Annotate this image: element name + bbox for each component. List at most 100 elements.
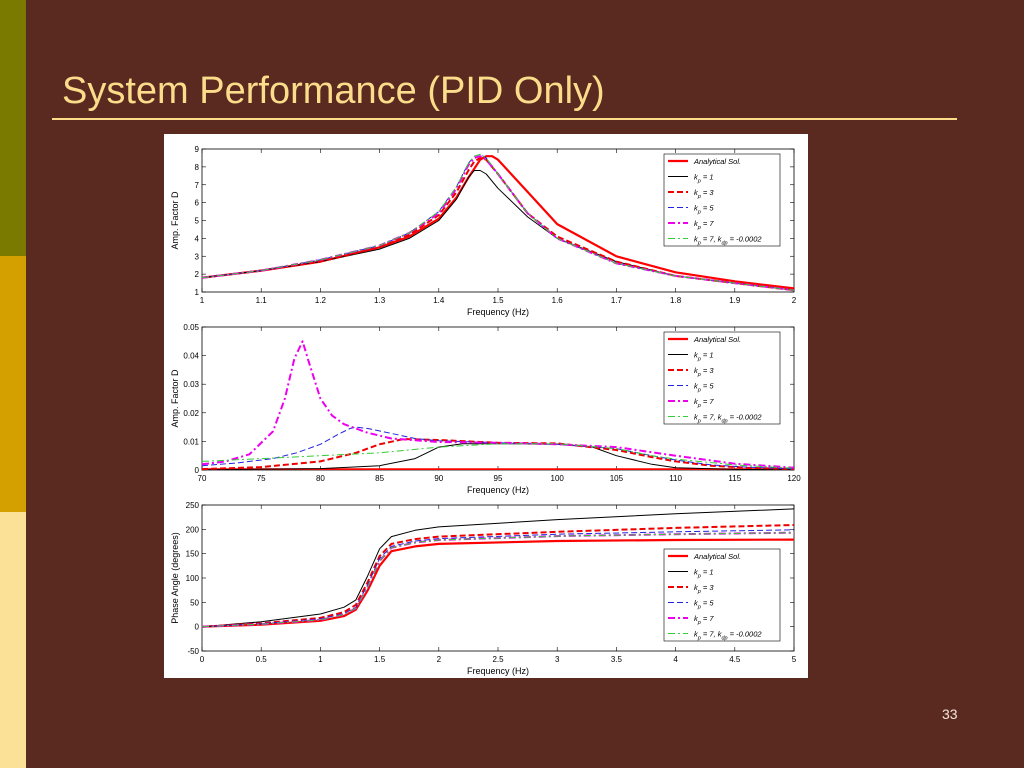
legend-subscript: dp [721,636,727,642]
legend-text: = 7 [701,219,715,228]
legend-text: = 7 [701,397,715,406]
series-group [202,153,794,292]
series-line-6 [202,532,794,628]
y-tick-label: 5 [195,217,200,226]
legend-text: = 5 [701,204,715,213]
side-bar-bottom [0,512,26,768]
legend-subscript: p [697,589,701,595]
x-tick-label: 4.5 [729,655,741,664]
x-tick-label: 2 [437,655,442,664]
legend-text: = 3 [701,583,715,592]
series-group [202,508,794,628]
legend: Analytical Sol.kp = 1kp = 3kp = 5kp = 7k… [663,548,781,642]
legend-text: = -0.0002 [728,413,763,422]
y-tick-label: 3 [195,252,200,261]
x-tick-label: 1.6 [552,296,564,305]
legend-entry: kp = 3 [694,188,714,200]
legend-text: k [694,235,699,244]
legend: Analytical Sol.kp = 1kp = 3kp = 5kp = 7k… [663,331,781,425]
legend-text: k [694,173,699,182]
x-tick-label: 1.8 [670,296,682,305]
x-tick-label: 2.5 [492,655,504,664]
y-tick-label: 50 [190,598,199,607]
legend-text: = 7 [701,614,715,623]
x-axis-label: Frequency (Hz) [467,666,529,676]
x-tick-label: 75 [257,474,266,483]
y-tick-label: 0.05 [183,323,199,332]
legend-text: k [694,599,699,608]
legend-subscript: p [697,605,701,611]
y-tick-label: 0 [195,623,200,632]
x-tick-label: 1.4 [433,296,445,305]
charts-svg: 1 1.1 1.2 1.3 1.4 1.5 1.6 1.7 1.8 1.9 2 1 2 3 4 5 6 7 8 9 Fr… [170,145,801,676]
legend-text: = 1 [701,173,714,182]
y-tick-label: 0.04 [183,352,199,361]
series-group [202,340,794,470]
x-tick-label: 1 [200,296,205,305]
legend-entry: kp = 7 [694,614,714,626]
legend-entry: Analytical Sol. [693,552,741,561]
x-tick-label: 4 [673,655,678,664]
legend-entry: kp = 1 [694,568,714,580]
y-tick-label: 1 [195,288,200,297]
y-axis-label: Amp. Factor D [170,369,180,428]
x-tick-label: 0.5 [256,655,268,664]
legend-text: = 3 [701,366,715,375]
y-axis-label: Amp. Factor D [170,191,180,250]
y-tick-label: 200 [186,525,200,534]
legend-text: k [694,568,699,577]
x-tick-label: 1.2 [315,296,327,305]
series-line-2 [202,508,794,628]
chart-3: 0 0.5 1 1.5 2 2.5 3 3.5 4 4.5 5-50050100150200250F… [170,501,797,676]
x-tick-label: 3 [555,655,560,664]
y-tick-label: 0.01 [183,437,199,446]
x-axis-label: Frequency (Hz) [467,307,529,317]
legend-subscript: p [697,210,701,216]
legend-text: = -0.0002 [728,235,763,244]
legend-entry: kp = 7 [694,397,714,409]
legend-text: Analytical Sol. [693,552,741,561]
y-tick-label: 2 [195,270,200,279]
legend-subscript: p [697,194,701,200]
series-line-3 [202,156,794,292]
x-tick-label: 1.1 [256,296,268,305]
legend-subscript: dp [721,241,727,247]
series-line-1 [202,155,794,290]
legend-entry: kp = 5 [694,382,714,394]
series-line-6 [202,153,794,291]
legend-entry: Analytical Sol. [693,335,741,344]
legend-text: = -0.0002 [728,630,763,639]
legend-subscript: p [697,636,701,642]
side-bar-middle [0,256,26,512]
legend-text: k [694,219,699,228]
y-tick-label: -50 [187,647,199,656]
legend-entry: Analytical Sol. [693,157,741,166]
legend-text: k [694,630,699,639]
legend-text: = 7, k [701,235,723,244]
series-line-6 [202,443,794,469]
legend-entry: kp = 3 [694,583,714,595]
series-line-1 [202,538,794,628]
y-tick-label: 100 [186,574,200,583]
legend-subscript: p [697,620,701,626]
legend-subscript: p [697,179,701,185]
legend-text: k [694,366,699,375]
x-tick-label: 1.9 [729,296,741,305]
legend-text: k [694,397,699,406]
x-tick-label: 115 [728,474,741,483]
series-line-5 [202,340,794,469]
x-tick-label: 85 [375,474,384,483]
x-tick-label: 5 [792,655,797,664]
x-tick-label: 1.5 [492,296,504,305]
x-tick-label: 2 [792,296,797,305]
legend-subscript: p [697,419,701,425]
legend-text: k [694,188,699,197]
x-axis-label: Frequency (Hz) [467,485,529,495]
x-tick-label: 90 [434,474,443,483]
y-tick-label: 0 [195,466,200,475]
y-tick-label: 150 [186,550,200,559]
legend-text: = 7, k [701,630,723,639]
legend: Analytical Sol.kp = 1kp = 3kp = 5kp = 7k… [663,153,781,247]
series-line-3 [202,524,794,628]
x-tick-label: 110 [669,474,682,483]
